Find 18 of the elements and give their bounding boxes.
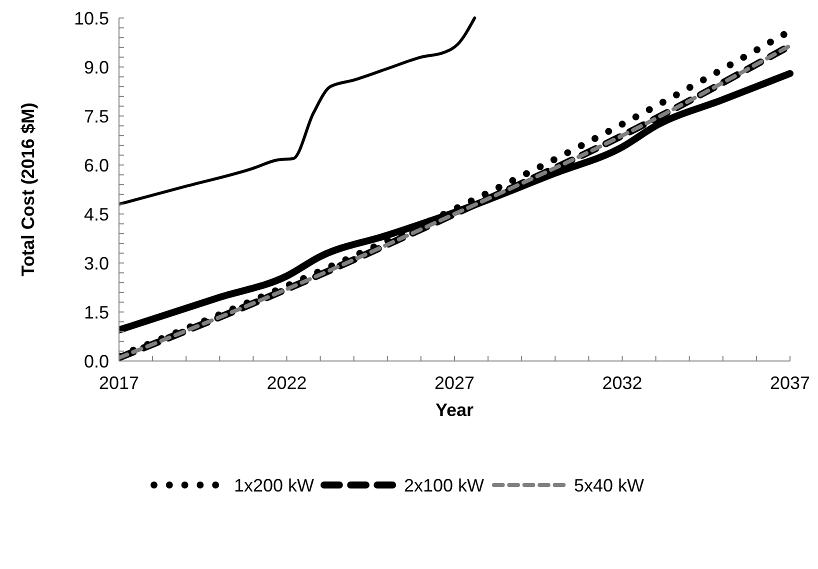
legend-label: 5x40 kW xyxy=(574,475,644,496)
x-tick-label: 2037 xyxy=(770,373,810,393)
y-tick-label: 7.5 xyxy=(84,106,109,126)
x-tick-label: 2032 xyxy=(602,373,642,393)
y-axis-title: Total Cost (2016 $M) xyxy=(18,102,38,276)
legend-label: 2x100 kW xyxy=(404,475,484,496)
y-tick-label: 0.0 xyxy=(84,351,109,372)
x-tick-label: 2022 xyxy=(266,373,307,393)
y-tick-label: 9.0 xyxy=(84,57,109,78)
legend-label: 1x200 kW xyxy=(234,475,314,496)
x-tick-label: 2027 xyxy=(434,373,475,393)
y-tick-label: 10.5 xyxy=(74,8,109,28)
x-axis-title: Year xyxy=(435,400,474,420)
y-tick-label: 4.5 xyxy=(84,204,109,224)
y-tick-label: 6.0 xyxy=(84,155,109,176)
y-tick-label: 1.5 xyxy=(84,302,109,322)
y-tick-label: 3.0 xyxy=(84,253,109,274)
x-tick-label: 2017 xyxy=(98,373,140,393)
